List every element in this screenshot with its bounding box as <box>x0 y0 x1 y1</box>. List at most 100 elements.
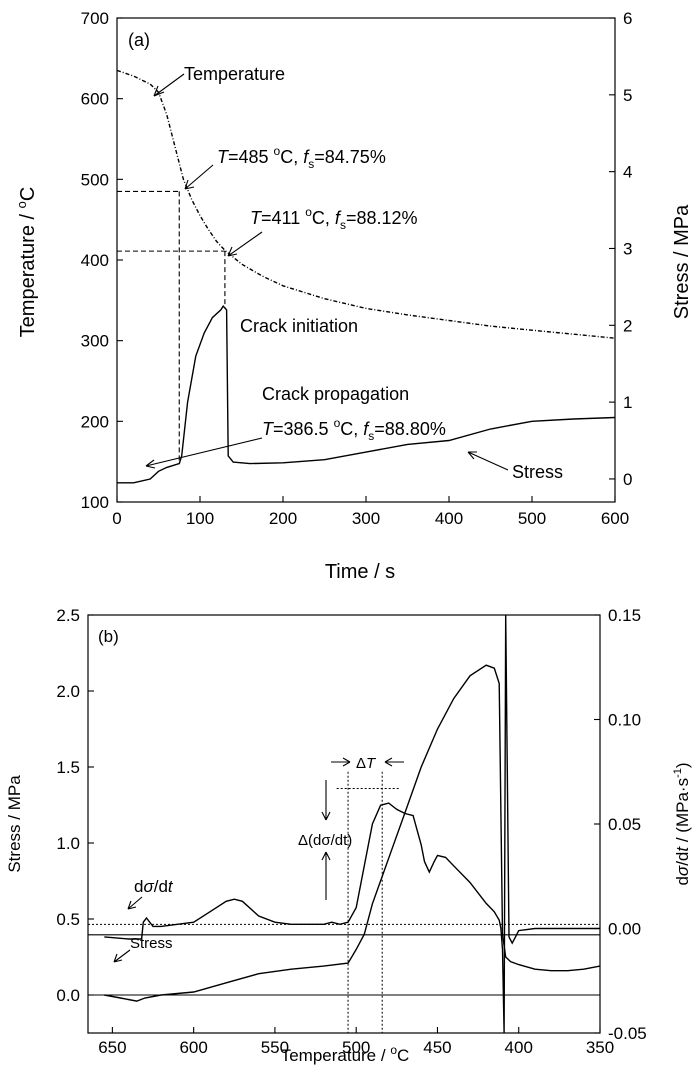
label-delta-dsdt: Δ(dσ/dt) <box>298 832 352 849</box>
x-tick-label-b: 350 <box>586 1038 614 1057</box>
label-crack-initiation: Crack initiation <box>240 316 358 336</box>
y-tick-label-right-b: 0.00 <box>608 920 641 939</box>
label-T386-deg: o <box>334 416 341 430</box>
y-axis-label-right-b-t: t <box>673 846 692 852</box>
arrow-delta-T-left <box>331 757 351 767</box>
y-tick-label-right-a: 2 <box>623 316 632 335</box>
label-T411-temp: =411 <box>261 208 305 228</box>
y-tick-label-left-a: 100 <box>81 493 109 512</box>
plot-frame-b <box>87 614 601 1034</box>
y-axis-label-right-b-unit: / (MPa·s <box>673 778 692 847</box>
y-tick-label-left-b: 1.5 <box>56 758 80 777</box>
x-tick-label-a: 500 <box>518 509 546 528</box>
arrow-delta-T-right <box>384 757 404 767</box>
y-tick-label-right-b: 0.05 <box>608 815 641 834</box>
arrow-T386 <box>145 437 263 469</box>
arrow-temperature <box>153 73 185 97</box>
y-axis-label-right-b-close: ) <box>673 762 692 768</box>
series-a-stress <box>117 304 616 484</box>
y-tick-label-left-b: 2.0 <box>56 682 80 701</box>
y-axis-label-left-b: Stress / MPa <box>5 775 24 873</box>
x-tick-label-b: 550 <box>261 1038 289 1057</box>
x-tick-label-b: 400 <box>505 1038 533 1057</box>
chart-panel-b: 650 600 550 500 450 400 350 0.0 0.5 1.0 1.5 2.0 2.5 -… <box>5 606 692 1065</box>
x-axis-label-b-sup: o <box>390 1043 397 1057</box>
label-T386: T=386.5 oC, fs=88.80% <box>262 416 446 443</box>
y-tick-label-right-a: 3 <box>623 239 632 258</box>
y-tick-label-right-b: 0.10 <box>608 711 641 730</box>
y-axis-label-right-a: Stress / MPa <box>671 204 693 319</box>
x-axis-label-b-unit: C <box>397 1046 409 1065</box>
y-tick-label-right-a: 1 <box>623 393 632 412</box>
label-T411-fsub: s <box>340 218 346 232</box>
y-tick-label-left-a: 200 <box>81 412 109 431</box>
y-tick-label-right-b: 0.15 <box>608 606 641 625</box>
label-T411-T: T <box>250 208 263 228</box>
y-tick-label-right-a: 5 <box>623 86 632 105</box>
y-tick-label-left-b: 2.5 <box>56 606 80 625</box>
arrow-delta-dsdt-down <box>321 780 331 821</box>
x-axis-label-b: Temperature / oC <box>281 1043 410 1065</box>
x-axis-label-a: Time / s <box>325 561 395 583</box>
y-tick-label-right-b: -0.05 <box>608 1024 647 1043</box>
label-dsigma-dt-slash: /d <box>154 877 168 896</box>
x-tick-label-a: 600 <box>601 509 629 528</box>
series-b-stress <box>104 664 601 1002</box>
y-tick-label-left-b: 0.0 <box>56 986 80 1005</box>
label-T485-temp: =485 <box>228 147 274 167</box>
label-stress-a: Stress <box>512 462 563 482</box>
x-tick-label-a: 0 <box>112 509 121 528</box>
x-tick-label-b: 500 <box>342 1038 370 1057</box>
y-axis-label-left-a: Temperature / oC <box>14 187 39 338</box>
x-tick-label-a: 300 <box>352 509 380 528</box>
label-T386-T: T <box>262 419 275 439</box>
label-T386-fval: =88.80% <box>374 419 446 439</box>
label-T411-f: f <box>335 208 342 228</box>
label-T411-fval: =88.12% <box>346 208 418 228</box>
x-axis-label-b-main: Temperature / <box>281 1046 391 1065</box>
panel-label-a: (a) <box>128 30 150 50</box>
label-T411-deg: o <box>305 205 312 219</box>
y-axis-label-right-b-slash: /d <box>673 852 692 866</box>
label-dsigma-dt-d: d <box>134 877 143 896</box>
y-tick-label-left-b: 1.0 <box>56 834 80 853</box>
label-delta-T-delta: Δ <box>356 755 366 772</box>
arrow-delta-dsdt-up <box>321 851 331 900</box>
arrow-dsigma-dt <box>127 896 143 910</box>
arrow-temperature-head <box>153 85 165 97</box>
label-crack-propagation: Crack propagation <box>262 384 409 404</box>
label-T485-deg: o <box>274 144 281 158</box>
label-T485-fval: =84.75% <box>314 147 386 167</box>
y-tick-label-right-a: 4 <box>623 163 632 182</box>
label-T485-fsub: s <box>308 157 314 171</box>
y-axis-label-right-b: dσ/dt / (MPa·s-1) <box>672 762 692 885</box>
x-tick-label-b: 450 <box>423 1038 451 1057</box>
label-dsigma-dt-sigma: σ <box>143 877 154 896</box>
y-axis-label-left-a-unit: C <box>17 187 39 201</box>
x-tick-label-b: 600 <box>179 1038 207 1057</box>
label-T386-f: f <box>363 419 370 439</box>
y-tick-label-right-a: 6 <box>623 9 632 28</box>
label-delta-T: ΔT <box>356 755 377 772</box>
y-tick-label-left-a: 700 <box>81 9 109 28</box>
y-axis-label-right-b-d: d <box>673 876 692 885</box>
arrow-stress-b <box>113 949 131 963</box>
y-axis-label-left-a-main: Temperature / <box>17 208 39 337</box>
y-tick-label-left-a: 300 <box>81 332 109 351</box>
series-b-dsigma-dt <box>104 614 600 1034</box>
label-temperature: Temperature <box>184 64 285 84</box>
label-T386-unit: C, <box>340 419 363 439</box>
y-axis-label-right-b-sigma: σ <box>673 865 692 876</box>
y-axis-label-left-a-sup: o <box>14 201 29 208</box>
label-T485-T: T <box>217 147 230 167</box>
label-dsigma-dt-t: t <box>168 877 174 896</box>
chart-panel-a: 0 100 200 300 400 500 600100200300400500600700… <box>14 9 693 583</box>
x-tick-label-a: 400 <box>435 509 463 528</box>
label-dsigma-dt: dσ/dt <box>134 877 174 896</box>
x-tick-label-b: 650 <box>98 1038 126 1057</box>
panel-label-b: (b) <box>98 627 119 646</box>
label-T485-unit: C, <box>280 147 303 167</box>
label-T411-unit: C, <box>312 208 335 228</box>
label-T411: T=411 oC, fs=88.12% <box>250 205 418 232</box>
